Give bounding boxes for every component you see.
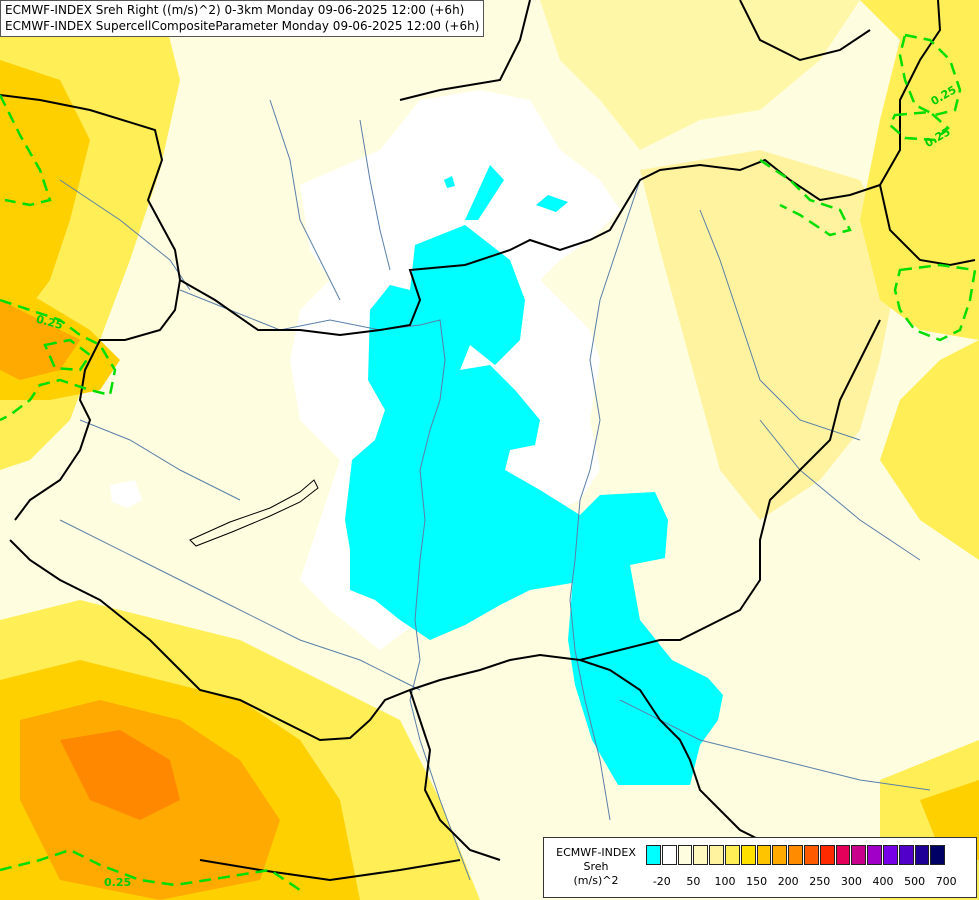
lake-balaton bbox=[189, 479, 319, 547]
scp-contours bbox=[0, 33, 977, 892]
legend-swatch bbox=[882, 845, 898, 865]
legend-swatch bbox=[898, 845, 914, 865]
border-rs-ro bbox=[579, 659, 761, 841]
legend-swatch bbox=[867, 845, 882, 865]
field-cyan-small2 bbox=[536, 195, 568, 212]
legend-tick-label: 200 bbox=[777, 875, 799, 888]
legend-tick-label: -20 bbox=[652, 875, 671, 888]
border-at-hu bbox=[14, 279, 181, 521]
river-tisza bbox=[569, 179, 641, 821]
legend-ticks: -20 50 100 150 200 250 300 400 500 700 bbox=[646, 875, 971, 889]
contour-northwest bbox=[0, 94, 52, 207]
map-title-sreh: ECMWF-INDEX Sreh Right ((m/s)^2) 0-3km M… bbox=[5, 3, 465, 17]
legend-title-unit: (m/s)^2 bbox=[573, 874, 619, 887]
field-orange-west bbox=[0, 300, 80, 380]
contour-northeast bbox=[898, 33, 962, 117]
river-drava bbox=[59, 519, 421, 691]
contour-east2 bbox=[893, 263, 977, 342]
legend-swatch bbox=[661, 845, 677, 865]
contour-west2 bbox=[43, 338, 92, 372]
legend-swatch bbox=[709, 845, 724, 865]
field-cyan-main bbox=[345, 225, 600, 640]
river-north2 bbox=[359, 119, 391, 271]
map-title-box: ECMWF-INDEX Sreh Right ((m/s)^2) 0-3km M… bbox=[0, 0, 485, 37]
rivers bbox=[59, 99, 931, 881]
legend-swatch bbox=[803, 845, 819, 865]
contour-label-4: 0.25 bbox=[104, 876, 131, 889]
border-hu-ro bbox=[660, 184, 976, 641]
legend-swatch bbox=[772, 845, 788, 865]
legend-swatch bbox=[819, 845, 835, 865]
legend-swatch bbox=[756, 845, 772, 865]
river-north1 bbox=[269, 99, 341, 301]
legend-tick-label: 250 bbox=[809, 875, 831, 888]
field-cyan-southeast bbox=[568, 492, 723, 785]
field-dark-orange-south bbox=[60, 730, 180, 820]
map-title-scp: ECMWF-INDEX SupercellCompositeParameter … bbox=[5, 19, 480, 33]
border-south-east bbox=[199, 859, 461, 882]
country-borders bbox=[0, 0, 976, 882]
legend-title-source: ECMWF-INDEX bbox=[556, 846, 636, 859]
river-east2 bbox=[759, 419, 921, 561]
field-cyan-small1 bbox=[465, 165, 504, 220]
legend-swatch bbox=[740, 845, 756, 865]
color-legend: ECMWF-INDEX Sreh (m/s)^2 -20 50 100 150 200 2… bbox=[543, 837, 977, 898]
legend-tick-label: 700 bbox=[935, 875, 957, 888]
legend-tick-label: 100 bbox=[714, 875, 736, 888]
field-gold-west bbox=[0, 60, 90, 320]
legend-title: ECMWF-INDEX Sreh (m/s)^2 bbox=[548, 846, 644, 888]
border-sk-pl bbox=[399, 0, 871, 101]
river-south bbox=[619, 699, 931, 791]
legend-tick-label: 400 bbox=[872, 875, 894, 888]
legend-swatch bbox=[677, 845, 693, 865]
legend-swatch bbox=[835, 845, 851, 865]
field-light-yellow-north bbox=[160, 0, 860, 150]
river-danube bbox=[179, 289, 471, 881]
river-east1 bbox=[699, 209, 861, 441]
contour-east bbox=[759, 158, 852, 237]
legend-swatch bbox=[693, 845, 709, 865]
legend-tick-label: 500 bbox=[904, 875, 926, 888]
border-ua bbox=[879, 0, 942, 186]
field-cyan-small3 bbox=[444, 176, 455, 188]
contour-west bbox=[0, 298, 117, 422]
legend-swatch bbox=[930, 845, 946, 865]
field-yellow-east bbox=[880, 340, 979, 560]
legend-title-param: Sreh bbox=[583, 860, 609, 873]
legend-swatch bbox=[724, 845, 740, 865]
field-white-small bbox=[110, 480, 142, 508]
border-hu-rs bbox=[9, 539, 661, 742]
field-light-yellow-east bbox=[640, 150, 900, 520]
legend-swatch bbox=[914, 845, 930, 865]
legend-swatch bbox=[646, 845, 661, 865]
legend-tick-label: 150 bbox=[746, 875, 768, 888]
river-west2 bbox=[79, 419, 241, 501]
border-north bbox=[0, 94, 881, 337]
legend-tick-label: 50 bbox=[686, 875, 701, 888]
field-yellow-northeast bbox=[860, 0, 979, 340]
legend-swatch bbox=[788, 845, 803, 865]
border-hr-rs bbox=[409, 689, 501, 861]
legend-swatch bbox=[851, 845, 867, 865]
legend-tick-label: 300 bbox=[840, 875, 862, 888]
legend-swatches bbox=[646, 845, 946, 865]
contour-northeast2 bbox=[888, 110, 950, 142]
